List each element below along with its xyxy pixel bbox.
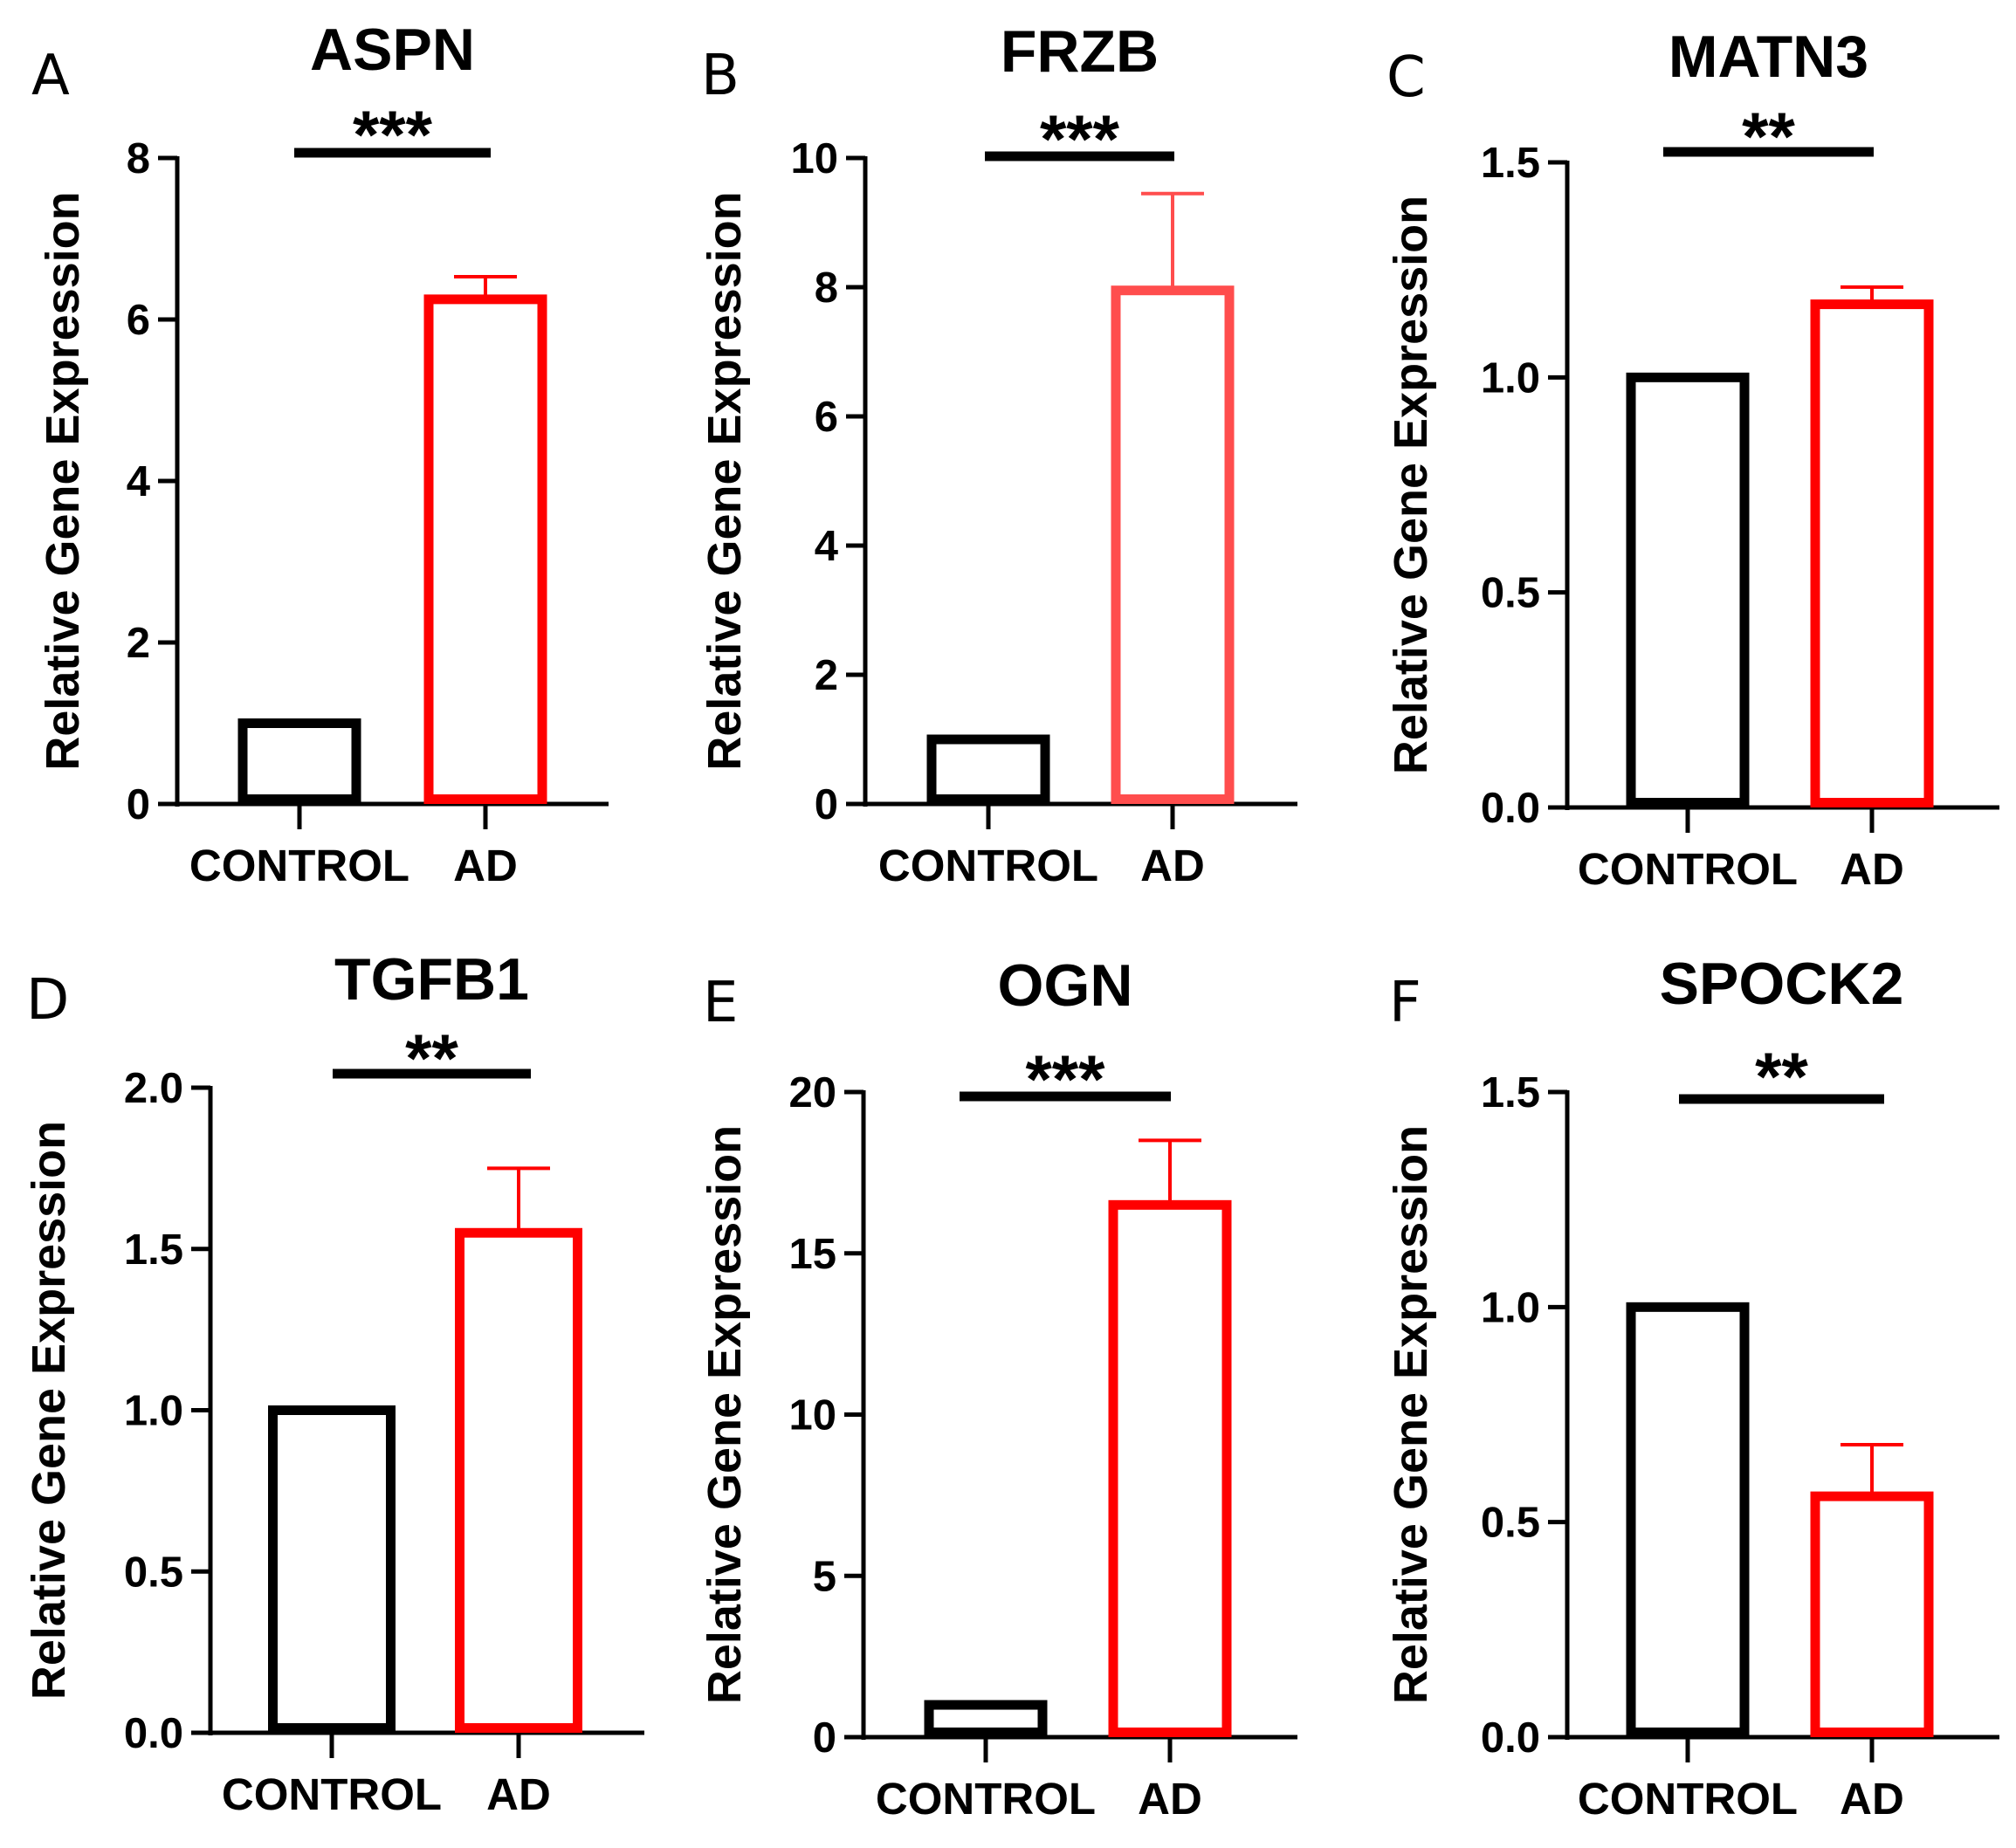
chart-title: OGN	[998, 952, 1133, 1019]
panel-letter: B	[701, 44, 740, 108]
y-tick-label: 0.5	[124, 1549, 183, 1596]
y-axis-label: Relative Gene Expression	[1385, 1125, 1437, 1704]
x-tick-label: AD	[1840, 1774, 1904, 1824]
significance-label: ***	[1040, 100, 1120, 177]
bar-ad	[1111, 285, 1235, 804]
bar-ad	[1810, 1491, 1934, 1738]
bar-ad	[1108, 1199, 1232, 1737]
x-tick-label: CONTROL	[1578, 844, 1798, 894]
y-tick-label: 10	[788, 1392, 836, 1439]
significance-label: ***	[353, 96, 433, 173]
bar-control	[268, 1405, 396, 1733]
y-tick-label: 6	[815, 394, 838, 441]
panel-letter: E	[703, 971, 738, 1035]
x-tick-label: AD	[1138, 1774, 1202, 1824]
y-tick-label: 10	[790, 135, 838, 182]
y-tick-label: 0.5	[1481, 1500, 1540, 1547]
y-tick-label: 8	[815, 264, 838, 312]
significance-label: ***	[1025, 1041, 1105, 1117]
chart-panel-d: D TGFB1 ** Relative Gene Expression 0.0 0.5 1.…	[23, 946, 644, 1819]
x-tick-label: AD	[1840, 844, 1904, 894]
significance-label: **	[405, 1020, 458, 1096]
y-tick-label: 1.5	[1481, 140, 1540, 187]
y-tick-label: 1.0	[1481, 1284, 1540, 1331]
y-tick-label: 15	[788, 1231, 836, 1278]
y-tick-label: 1.0	[124, 1388, 183, 1435]
bar-ad	[455, 1227, 582, 1733]
y-axis-label: Relative Gene Expression	[698, 191, 751, 770]
chart-panel-c: C MATN3 ** Relative Gene Expression 0.0 0.5 1.…	[1385, 24, 1999, 894]
chart-panel-b: B FRZB *** Relative Gene Expression 0 2 4 6 8 10 C…	[698, 18, 1297, 890]
panel-letter: C	[1386, 45, 1426, 110]
y-tick-label: 0.5	[1481, 570, 1540, 617]
y-tick-label: 4	[127, 458, 150, 505]
y-axis-label: Relative Gene Expression	[698, 1125, 751, 1704]
y-tick-label: 20	[788, 1069, 836, 1116]
y-tick-label: 1.5	[124, 1226, 183, 1274]
chart-panel-e: E OGN *** Relative Gene Expression 0 5 10 15 20 C…	[698, 952, 1297, 1824]
y-tick-label: 0.0	[1481, 785, 1540, 832]
panel-letter: F	[1389, 971, 1421, 1035]
x-tick-label: CONTROL	[222, 1769, 442, 1819]
y-tick-label: 0.0	[124, 1710, 183, 1757]
bar-control	[924, 1700, 1048, 1738]
significance-label: **	[1742, 98, 1795, 175]
y-tick-label: 4	[815, 523, 838, 570]
bar-ad	[423, 294, 547, 804]
panel-letter: D	[26, 968, 69, 1033]
bar-control	[926, 734, 1050, 804]
bar-control	[1626, 1302, 1750, 1738]
chart-title: MATN3	[1669, 24, 1868, 90]
bar-control	[1626, 372, 1750, 807]
x-tick-label: CONTROL	[876, 1774, 1096, 1824]
bar-control	[237, 718, 361, 804]
chart-title: TGFB1	[334, 946, 529, 1013]
y-axis-label: Relative Gene Expression	[23, 1121, 75, 1700]
x-tick-label: CONTROL	[1578, 1774, 1798, 1824]
y-tick-label: 0.0	[1481, 1714, 1540, 1762]
panel-letter: A	[31, 44, 70, 108]
y-tick-label: 0	[813, 1714, 836, 1762]
y-tick-label: 6	[127, 297, 150, 344]
y-tick-label: 8	[127, 135, 150, 182]
y-tick-label: 1.0	[1481, 354, 1540, 402]
y-axis-label: Relative Gene Expression	[37, 191, 89, 770]
y-tick-label: 0	[127, 781, 150, 828]
y-tick-label: 2	[815, 652, 838, 699]
bar-ad	[1810, 299, 1934, 807]
chart-panel-a: A ASPN *** Relative Gene Expression 0 2 4 6 8 CON…	[31, 17, 609, 890]
chart-title: SPOCK2	[1660, 951, 1904, 1017]
y-tick-label: 2.0	[124, 1065, 183, 1112]
y-tick-label: 0	[815, 781, 838, 828]
x-tick-label: AD	[1140, 841, 1205, 890]
chart-title: ASPN	[310, 17, 475, 83]
chart-title: FRZB	[1001, 18, 1159, 85]
y-tick-label: 2	[127, 620, 150, 667]
x-tick-label: AD	[486, 1769, 551, 1819]
y-axis-label: Relative Gene Expression	[1385, 196, 1437, 774]
y-tick-label: 1.5	[1481, 1069, 1540, 1116]
x-tick-label: CONTROL	[189, 841, 409, 890]
chart-panel-f: F SPOCK2**Relative Gene Expression0.00.51…	[1385, 951, 1999, 1824]
y-tick-label: 5	[813, 1553, 836, 1600]
x-tick-label: AD	[453, 841, 518, 890]
x-tick-label: CONTROL	[878, 841, 1098, 890]
